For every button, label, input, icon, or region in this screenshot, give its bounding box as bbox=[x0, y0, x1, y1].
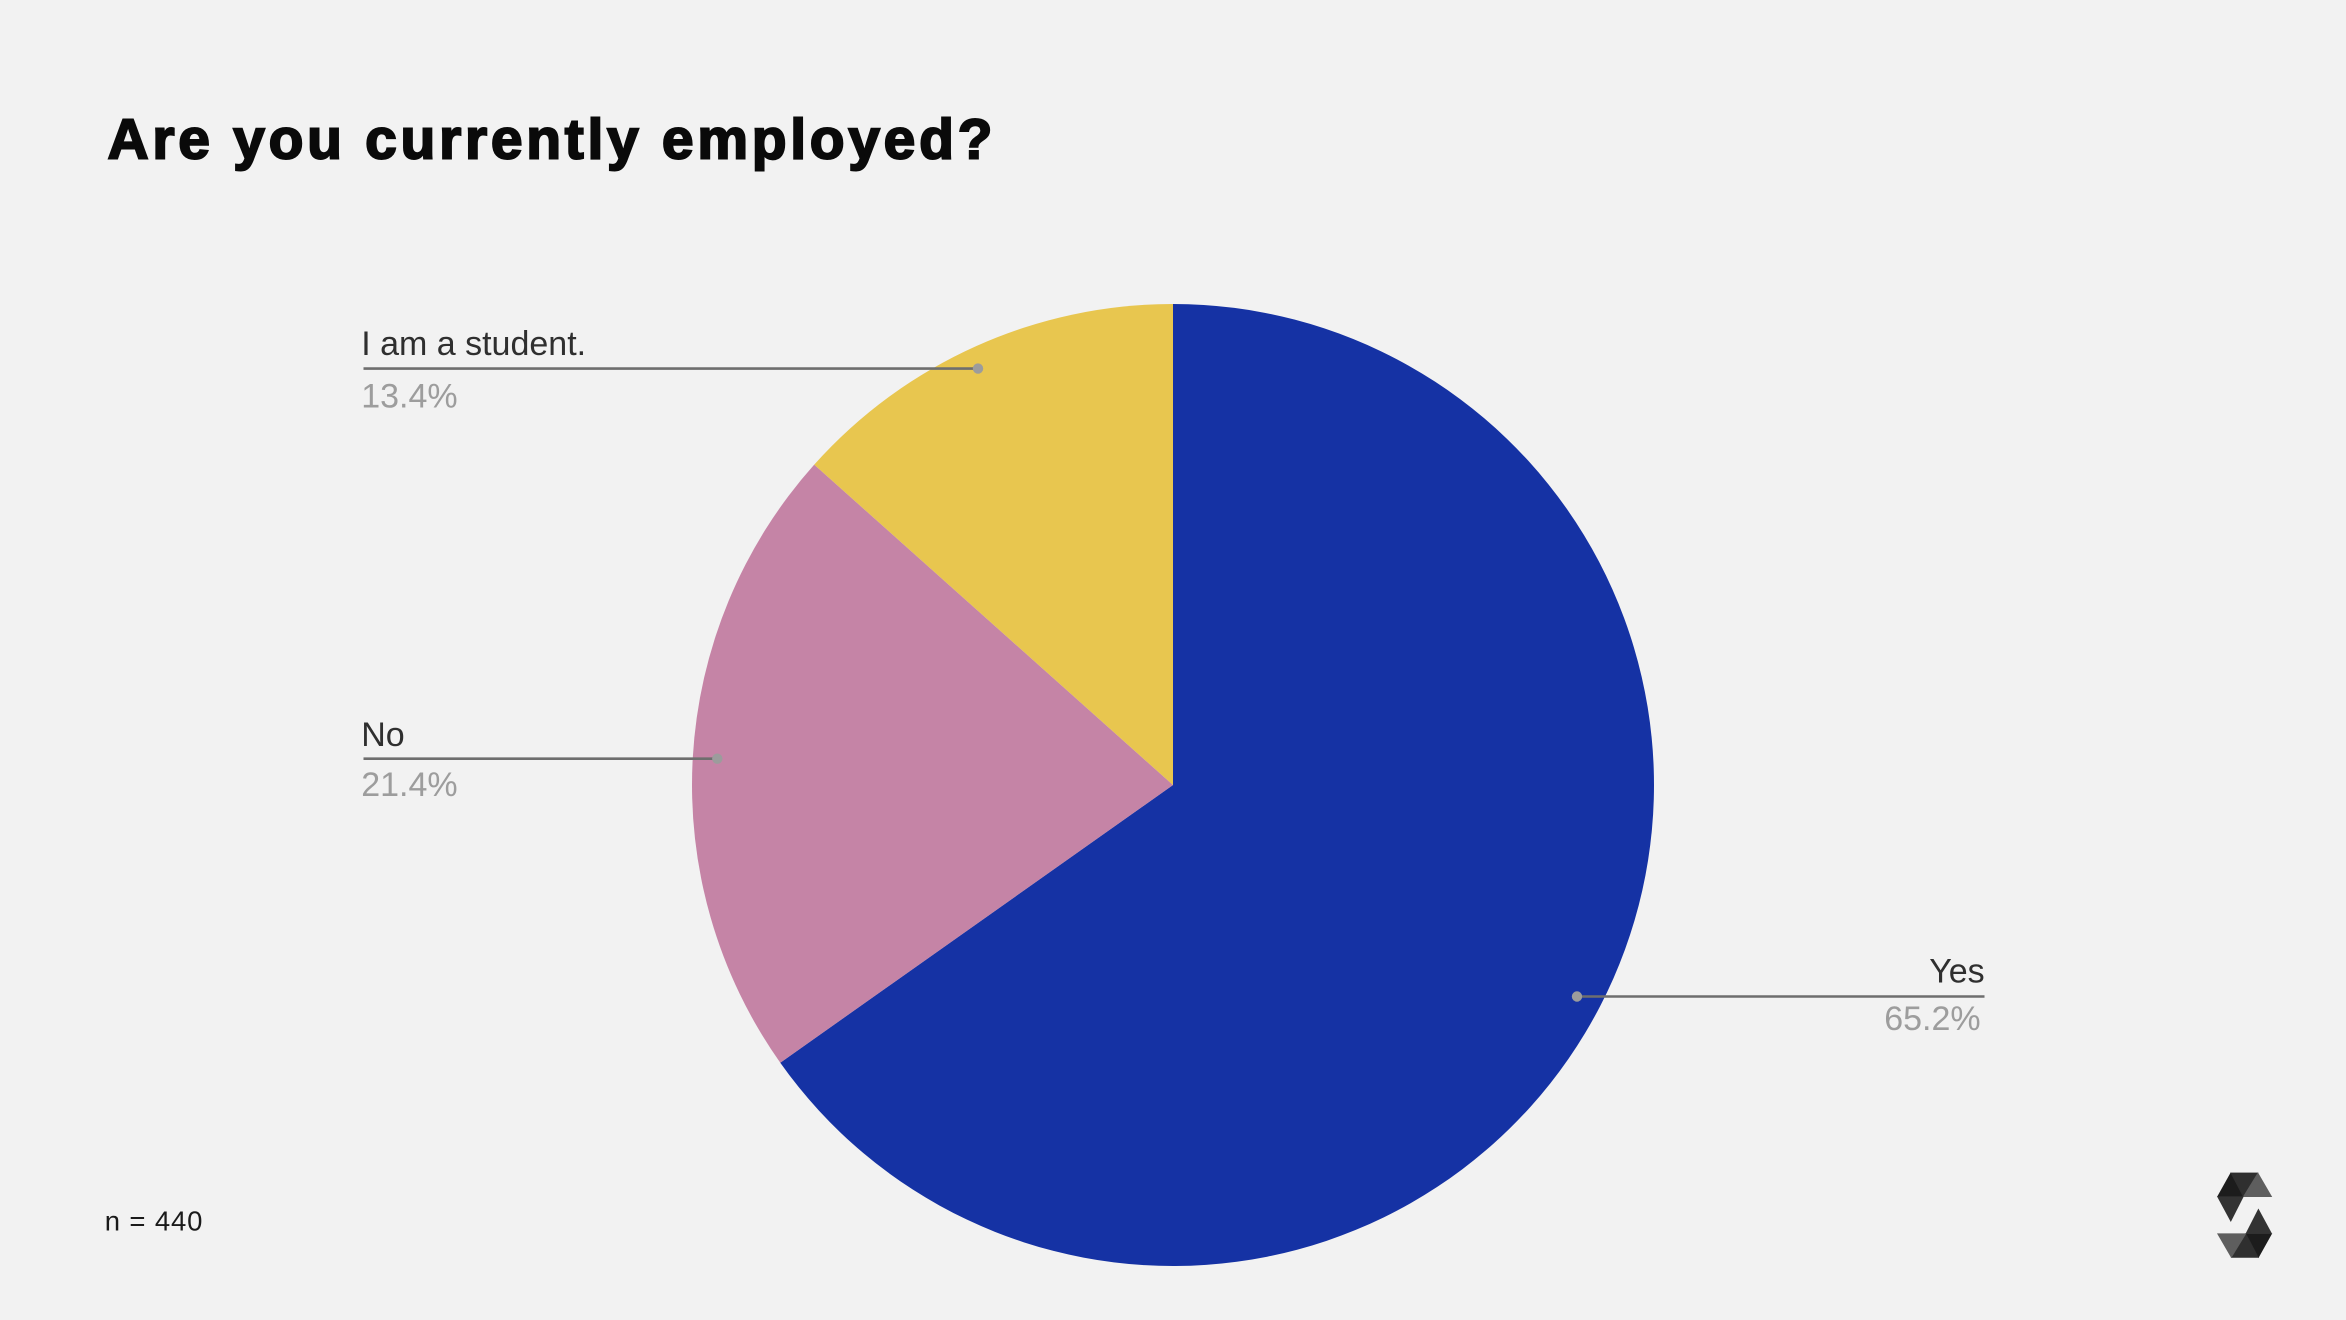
svg-text:Are you currently employed?: Are you currently employed? bbox=[108, 108, 997, 172]
svg-text:I am a student.: I am a student. bbox=[361, 325, 586, 363]
svg-text:21.4%: 21.4% bbox=[361, 766, 457, 804]
svg-text:No: No bbox=[361, 716, 404, 754]
svg-text:n = 440: n = 440 bbox=[105, 1205, 203, 1236]
svg-text:65.2%: 65.2% bbox=[1884, 1000, 1980, 1038]
svg-text:13.4%: 13.4% bbox=[361, 378, 457, 416]
svg-text:Yes: Yes bbox=[1929, 952, 1984, 990]
